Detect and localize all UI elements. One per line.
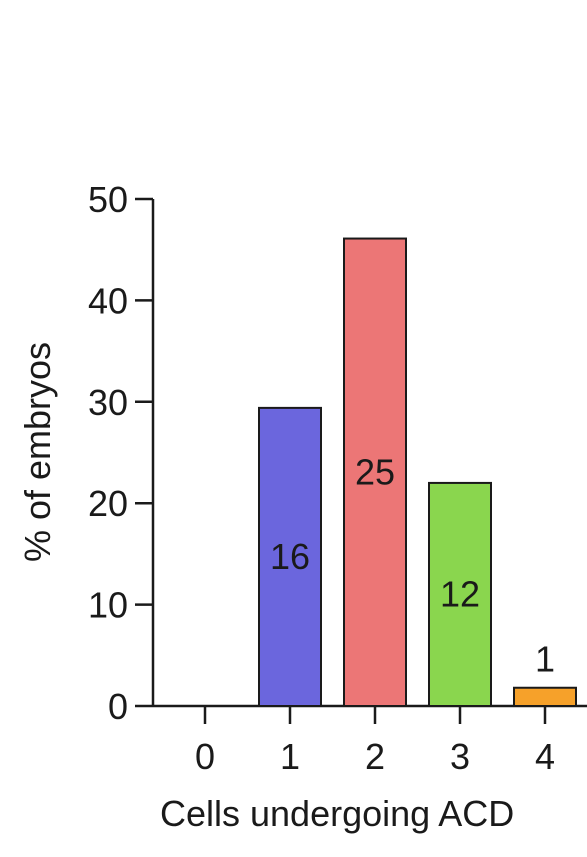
x-tick-label: 3 bbox=[450, 736, 470, 777]
y-tick-label: 50 bbox=[88, 179, 128, 220]
x-tick-label: 0 bbox=[195, 736, 215, 777]
bar-label-2: 25 bbox=[355, 451, 395, 492]
x-axis-title: Cells undergoing ACD bbox=[160, 793, 514, 834]
bar-labels: 16 25 12 1 bbox=[270, 451, 555, 679]
x-tick-label: 4 bbox=[535, 736, 555, 777]
bar-2 bbox=[343, 237, 407, 708]
bar-label-3: 12 bbox=[440, 573, 480, 614]
bar-label-4: 1 bbox=[535, 639, 555, 680]
bar-label-1: 16 bbox=[270, 536, 310, 577]
bar-3 bbox=[428, 481, 492, 708]
y-axis: 0 10 20 30 40 50 bbox=[88, 179, 155, 727]
x-tick-label: 2 bbox=[365, 736, 385, 777]
x-tick-label: 1 bbox=[280, 736, 300, 777]
bar-1 bbox=[258, 406, 322, 707]
y-tick-label: 40 bbox=[88, 280, 128, 321]
y-tick-label: 0 bbox=[108, 686, 128, 727]
y-tick-label: 10 bbox=[88, 585, 128, 626]
y-tick-label: 20 bbox=[88, 483, 128, 524]
y-axis-title: % of embryos bbox=[17, 342, 58, 562]
bars bbox=[258, 237, 577, 708]
y-tick-label: 30 bbox=[88, 382, 128, 423]
bar-4 bbox=[513, 686, 577, 707]
x-axis: 0 1 2 3 4 bbox=[153, 704, 587, 777]
